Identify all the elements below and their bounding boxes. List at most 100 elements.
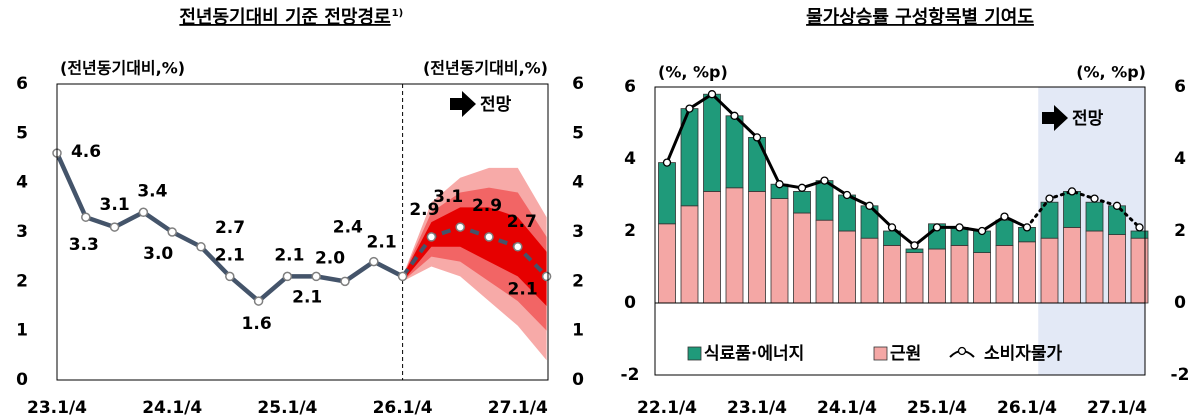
plot-frame xyxy=(654,86,1146,376)
legend-swatch xyxy=(873,346,888,361)
data-point xyxy=(513,242,523,252)
y-tick-label: 4 xyxy=(16,173,28,193)
y2-tick-label: 6 xyxy=(572,74,584,94)
legend-label: 식료품·에너지 xyxy=(704,344,804,364)
arrow-icon xyxy=(450,91,476,117)
data-point xyxy=(820,176,829,185)
bar-segment xyxy=(950,244,969,304)
plot-frame xyxy=(56,83,549,381)
data-point xyxy=(977,226,987,236)
y-tick-label: 3 xyxy=(16,222,28,242)
data-point xyxy=(81,212,91,222)
y2-axis-label: (전년동기대비,%) xyxy=(423,59,548,78)
bar-segment xyxy=(815,180,834,221)
y2-tick-label: 3 xyxy=(572,222,584,242)
data-point xyxy=(484,232,494,242)
bar-segment xyxy=(725,187,744,304)
data-label: 3.0 xyxy=(143,244,173,264)
annotation: 전망 xyxy=(1072,109,1104,129)
y-tick-label: 2 xyxy=(16,271,28,291)
y2-tick-label: -2 xyxy=(1171,365,1190,385)
data-point xyxy=(138,207,149,218)
data-point xyxy=(369,256,379,267)
data-label: 2.1 xyxy=(292,287,322,307)
data-point xyxy=(932,223,942,232)
bar-segment xyxy=(995,219,1014,246)
bar-segment xyxy=(703,93,721,192)
data-label: 2.7 xyxy=(507,212,537,232)
data-point xyxy=(340,276,350,287)
x-tick-label: 27.1/4 xyxy=(488,398,548,418)
data-label: 3.1 xyxy=(433,187,463,207)
data-point xyxy=(910,241,919,250)
data-point xyxy=(662,158,672,167)
y-tick-label: 0 xyxy=(16,370,28,390)
x-tick-label: 24.1/4 xyxy=(142,398,202,418)
data-point xyxy=(311,271,321,282)
legend-label: 소비자물가 xyxy=(984,344,1063,364)
data-point xyxy=(1045,194,1054,203)
bar-segment xyxy=(748,190,766,304)
bar-segment xyxy=(770,198,789,304)
bar-segment xyxy=(658,223,676,304)
y2-tick-label: 2 xyxy=(1174,221,1186,241)
forecast-line xyxy=(400,224,549,278)
y2-tick-label: 4 xyxy=(572,173,584,193)
y2-tick-label: 2 xyxy=(572,271,584,291)
bar-segment xyxy=(995,244,1014,304)
annotation: 전망 xyxy=(480,95,512,115)
data-point xyxy=(775,180,784,189)
y-axis-label: (전년동기대비,%) xyxy=(60,59,185,78)
arrow-icon xyxy=(1042,105,1068,131)
bar-segment xyxy=(658,162,676,225)
y-tick-label: 6 xyxy=(624,77,636,97)
data-label: 1.6 xyxy=(242,314,272,334)
bar-segment xyxy=(793,190,811,214)
bar-segment xyxy=(1063,226,1081,304)
legend-label: 근원 xyxy=(890,344,921,364)
y2-tick-label: 5 xyxy=(572,123,584,143)
x-tick-label: 26.1/4 xyxy=(373,398,433,418)
data-point xyxy=(797,183,807,192)
legend-swatch xyxy=(957,346,967,356)
data-point xyxy=(253,296,264,306)
data-label: 2.0 xyxy=(315,248,345,268)
x-tick-label: 25.1/4 xyxy=(257,398,317,418)
data-point xyxy=(196,242,206,252)
bar-segment xyxy=(1040,237,1059,304)
bar-segment xyxy=(1085,230,1104,304)
data-point xyxy=(842,190,852,200)
bar-segment xyxy=(1018,241,1036,304)
bar-segment xyxy=(793,212,811,304)
x-tick-label: 25.1/4 xyxy=(907,398,967,418)
data-point xyxy=(865,201,874,210)
y2-tick-label: 6 xyxy=(1174,77,1186,97)
data-label: 2.1 xyxy=(274,245,304,265)
data-label: 2.7 xyxy=(215,218,245,238)
data-point xyxy=(426,232,437,242)
bar-segment xyxy=(748,136,766,192)
data-point xyxy=(455,222,465,232)
data-label: 2.1 xyxy=(508,279,538,299)
data-label: 2.4 xyxy=(333,218,363,238)
fan-band xyxy=(402,207,547,306)
data-label: 2.9 xyxy=(409,200,439,220)
x-tick-label: 24.1/4 xyxy=(817,398,877,418)
bar-segment xyxy=(815,219,834,304)
y2-tick-label: 4 xyxy=(1174,149,1186,169)
data-point xyxy=(955,223,964,232)
data-point xyxy=(1090,194,1099,203)
data-point xyxy=(730,111,739,120)
data-label: 4.6 xyxy=(71,142,101,162)
y2-tick-label: 1 xyxy=(572,321,584,341)
data-point xyxy=(225,271,235,282)
data-point xyxy=(1135,223,1144,232)
data-point xyxy=(167,227,177,237)
y-tick-label: -2 xyxy=(621,365,640,385)
bar-segment xyxy=(1108,234,1126,304)
data-label: 2.9 xyxy=(472,196,502,216)
y2-tick-label: 0 xyxy=(1174,293,1186,313)
bar-segment xyxy=(680,205,699,304)
data-point xyxy=(397,271,408,282)
